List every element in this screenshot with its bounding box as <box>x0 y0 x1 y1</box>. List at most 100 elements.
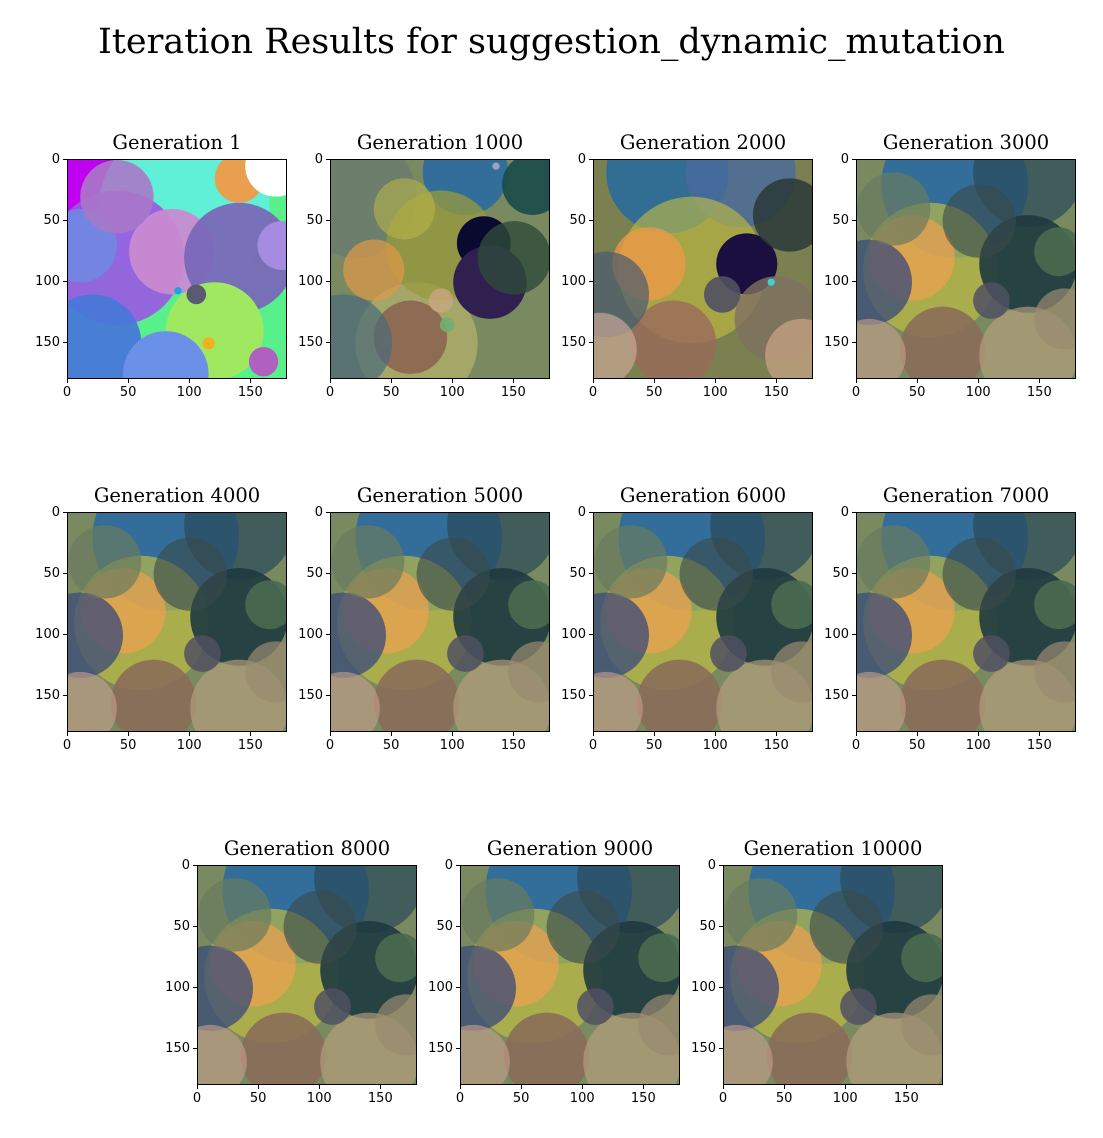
y-tick-mark <box>456 925 460 927</box>
x-tick-label: 100 <box>702 738 728 753</box>
image-circle <box>202 337 215 350</box>
image-canvas <box>857 160 1075 378</box>
y-tick-mark <box>852 572 856 574</box>
x-tick-label: 50 <box>382 385 400 400</box>
y-tick-label: 0 <box>51 152 60 167</box>
image-circle <box>857 172 931 246</box>
x-tick-label: 0 <box>851 385 861 400</box>
x-tick-label: 100 <box>965 738 991 753</box>
image-circle <box>428 288 454 313</box>
x-tick-label: 150 <box>1026 738 1052 753</box>
image-circle <box>899 659 986 731</box>
y-tick-mark <box>63 511 67 513</box>
x-tick-mark <box>459 1085 461 1089</box>
x-tick-label: 100 <box>176 385 202 400</box>
image-circle <box>68 671 117 731</box>
image-circle <box>508 580 549 630</box>
x-tick-label: 150 <box>500 385 526 400</box>
image-circle <box>283 890 357 964</box>
y-tick-label: 150 <box>428 1041 453 1057</box>
y-tick-mark <box>589 694 593 696</box>
image-circle <box>577 988 614 1025</box>
image-circle <box>636 659 723 731</box>
y-tick-mark <box>63 694 67 696</box>
panel-title: Generation 1000 <box>356 131 524 154</box>
x-tick-mark <box>775 379 777 383</box>
y-tick-label: 50 <box>569 213 586 229</box>
x-tick-label: 150 <box>763 738 789 753</box>
x-tick-label: 0 <box>325 738 335 753</box>
y-tick-mark <box>852 694 856 696</box>
x-tick-label: 100 <box>306 1091 332 1106</box>
image-circle <box>765 318 812 378</box>
y-tick-mark <box>589 633 593 635</box>
y-tick-label: 0 <box>314 152 323 167</box>
y-tick-mark <box>589 511 593 513</box>
x-tick-label: 100 <box>439 385 465 400</box>
image-circle <box>710 635 747 672</box>
image-canvas <box>331 160 549 378</box>
image-circle <box>416 537 490 611</box>
y-tick-label: 50 <box>43 213 60 229</box>
image-circle <box>899 306 986 378</box>
x-tick-label: 0 <box>588 385 598 400</box>
x-tick-label: 50 <box>249 1091 267 1106</box>
image-circle <box>174 287 182 295</box>
image-circle <box>331 671 380 731</box>
image-circle <box>198 878 272 952</box>
x-tick-mark <box>318 1085 320 1089</box>
image-circle <box>68 294 142 378</box>
x-tick-mark <box>66 732 68 736</box>
image-circle <box>461 945 516 1031</box>
y-tick-mark <box>63 158 67 160</box>
y-tick-label: 0 <box>444 858 453 873</box>
panel-title: Generation 4000 <box>93 484 261 507</box>
y-tick-mark <box>326 219 330 221</box>
panel: Generation 9000 0 50 100 150 0 50 100 150 <box>428 837 680 1105</box>
x-tick-mark <box>977 379 979 383</box>
y-tick-label: 0 <box>181 858 190 873</box>
y-tick-mark <box>852 633 856 635</box>
y-tick-label: 150 <box>35 335 60 351</box>
image-circle <box>375 994 416 1056</box>
image-circle <box>973 282 1010 319</box>
x-tick-mark <box>249 732 251 736</box>
y-tick-label: 100 <box>298 627 323 643</box>
x-tick-mark <box>653 732 655 736</box>
x-tick-label: 50 <box>645 738 663 753</box>
image-circle <box>331 525 405 599</box>
evolved-image <box>330 512 550 732</box>
image-circle <box>1034 580 1075 630</box>
panel-title: Generation 6000 <box>619 484 787 507</box>
image-circle <box>752 178 812 252</box>
y-tick-label: 150 <box>35 688 60 704</box>
y-tick-mark <box>193 1047 197 1049</box>
x-tick-mark <box>855 732 857 736</box>
y-tick-label: 150 <box>298 688 323 704</box>
y-tick-label: 100 <box>428 980 453 996</box>
image-circle <box>314 988 351 1025</box>
x-tick-mark <box>451 732 453 736</box>
x-tick-label: 50 <box>645 385 663 400</box>
image-circle <box>1034 227 1075 277</box>
panel: Generation 2000 0 50 100 150 0 50 100 150 <box>561 131 813 399</box>
x-tick-mark <box>977 732 979 736</box>
image-circle <box>461 878 535 952</box>
y-tick-label: 0 <box>840 505 849 520</box>
evolved-image <box>856 512 1076 732</box>
x-tick-mark <box>512 379 514 383</box>
y-tick-label: 50 <box>699 919 716 935</box>
x-tick-label: 150 <box>1026 385 1052 400</box>
x-tick-mark <box>66 379 68 383</box>
image-circle <box>973 635 1010 672</box>
y-tick-mark <box>193 925 197 927</box>
y-tick-mark <box>326 572 330 574</box>
x-tick-mark <box>379 1085 381 1089</box>
y-tick-mark <box>456 864 460 866</box>
x-tick-mark <box>451 379 453 383</box>
evolved-image <box>197 865 417 1085</box>
x-tick-mark <box>329 732 331 736</box>
image-circle <box>375 933 416 983</box>
y-tick-label: 150 <box>691 1041 716 1057</box>
x-tick-label: 100 <box>569 1091 595 1106</box>
